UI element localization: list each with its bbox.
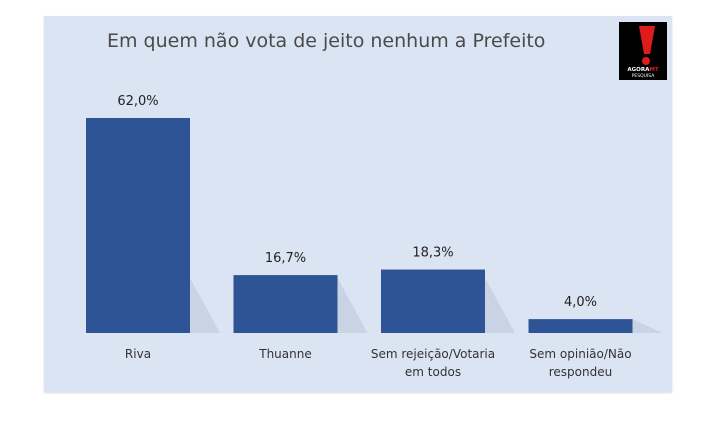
bar-2 (381, 269, 485, 333)
agora-pesquisa-logo: AGORAMT PESQUISA (619, 22, 667, 80)
bar-shadow (337, 278, 368, 333)
category-label-3: Sem opinião/Não (529, 347, 631, 361)
bar-0 (86, 118, 190, 333)
data-label-3: 4,0% (564, 295, 597, 310)
exclamation-icon (639, 26, 655, 65)
category-label-3: respondeu (549, 365, 612, 379)
category-label-1: Thuanne (258, 347, 312, 361)
logo-subtext: PESQUISA (631, 74, 655, 79)
logo-text: AGORAMT (627, 67, 659, 73)
chart-title: Em quem não vota de jeito nenhum a Prefe… (107, 30, 546, 52)
bar-shadow (190, 278, 220, 333)
category-label-2: em todos (405, 365, 461, 379)
data-label-2: 18,3% (412, 246, 453, 261)
bar-shadow (485, 278, 515, 333)
bar-shadow (632, 319, 663, 333)
data-label-0: 62,0% (117, 94, 158, 109)
bar-3 (528, 319, 633, 333)
bar-1 (233, 275, 338, 333)
category-label-0: Riva (125, 347, 151, 361)
data-label-1: 16,7% (265, 251, 306, 266)
category-label-2: Sem rejeição/Votaria (371, 347, 495, 361)
